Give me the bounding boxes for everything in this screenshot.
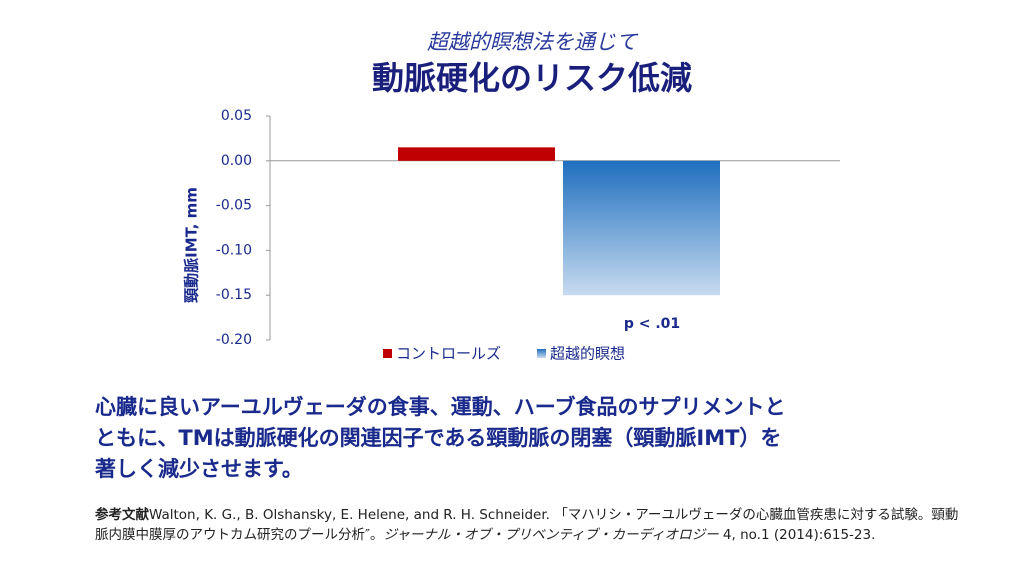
- chart-title: 動脈硬化のリスク低減: [372, 59, 692, 97]
- y-tick-label: -0.15: [216, 287, 252, 303]
- body-line: ともに、TMは動脈硬化の関連因子である頸動脈の閉塞（頸動脈IMT）を: [95, 426, 782, 450]
- y-tick-label: -0.10: [216, 242, 252, 258]
- reference-citation: 4, no.1 (2014):615-23.: [718, 527, 876, 543]
- body-line: 著しく減少させます。: [95, 457, 303, 481]
- legend-label: コントロールズ: [396, 345, 501, 363]
- y-axis-label: 頸動脈IMT, mm: [183, 187, 201, 303]
- legend-swatch: [537, 349, 546, 358]
- body-line: 心臓に良いアーユルヴェーダの食事、運動、ハーブ食品のサプリメントと: [95, 395, 786, 419]
- reference-label: 参考文献: [95, 507, 149, 523]
- chart-subtitle: 超越的瞑想法を通じて: [427, 30, 639, 54]
- y-tick-label: -0.05: [216, 198, 252, 214]
- y-tick-label: -0.20: [216, 332, 252, 348]
- reference-journal: ジャーナル・オブ・プリベンティブ・カーディオロジー: [383, 527, 719, 543]
- body-text: 心臓に良いアーユルヴェーダの食事、運動、ハーブ食品のサプリメントと ともに、TMは…: [95, 392, 785, 485]
- annotation: p < .01: [624, 316, 680, 332]
- y-tick-label: 0.00: [221, 153, 252, 169]
- reference: 参考文献Walton, K. G., B. Olshansky, E. Hele…: [95, 505, 965, 545]
- legend-label: 超越的瞑想: [550, 345, 625, 363]
- y-tick-label: 0.05: [221, 108, 252, 124]
- legend-swatch: [383, 349, 392, 358]
- reference-text: Walton, K. G., B. Olshansky, E. Helene, …: [95, 507, 959, 543]
- bar: [398, 147, 555, 161]
- bar: [563, 160, 720, 296]
- chart: 超越的瞑想法を通じて 動脈硬化のリスク低減 頸動脈IMT, mm 0.05 0.0…: [183, 30, 840, 363]
